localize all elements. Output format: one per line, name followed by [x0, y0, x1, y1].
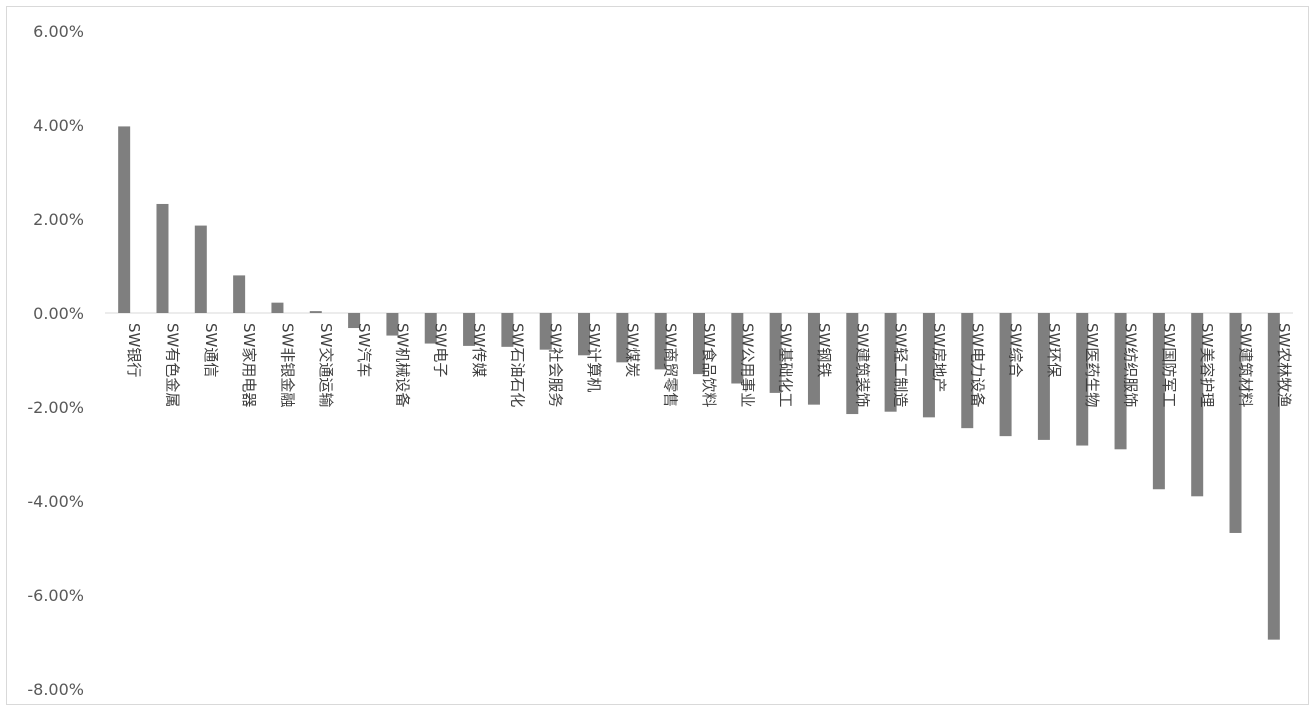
bars — [118, 126, 1280, 640]
category-label: SW综合 — [1007, 323, 1025, 377]
bar — [1229, 313, 1242, 533]
category-label: SW煤炭 — [623, 323, 641, 377]
category-labels: SW银行 SW有色金属 SW通信 SW家用电器 SW非银金融 SW交通运输 SW汽车 SW机械… — [125, 323, 1293, 407]
y-tick-label: -8.00% — [27, 680, 84, 699]
bar — [1037, 313, 1050, 440]
bar — [616, 313, 629, 363]
bar — [578, 313, 591, 356]
y-tick-label: 0.00% — [33, 304, 84, 323]
bar — [501, 313, 514, 347]
bar — [424, 313, 437, 344]
bar — [118, 126, 131, 313]
y-tick-label: 4.00% — [33, 116, 84, 135]
category-label: SW商贸零售 — [662, 323, 680, 407]
category-label: SW交通运输 — [317, 323, 335, 407]
category-label: SW电力设备 — [968, 323, 986, 407]
bar — [156, 203, 169, 313]
y-tick-label: -6.00% — [27, 586, 84, 605]
category-label: SW银行 — [125, 323, 143, 377]
bar — [846, 313, 859, 415]
bar — [999, 313, 1012, 437]
bar — [1114, 313, 1127, 450]
category-label: SW公用事业 — [738, 323, 756, 407]
category-label: SW传媒 — [470, 323, 488, 377]
y-tick-label: 2.00% — [33, 210, 84, 229]
category-label: SW钢铁 — [815, 323, 833, 377]
category-label: SW食品饮料 — [700, 323, 718, 407]
category-label: SW非银金融 — [278, 323, 296, 407]
category-label: SW汽车 — [355, 323, 373, 377]
bar — [922, 313, 935, 418]
bar — [309, 311, 322, 313]
category-label: SW环保 — [1045, 323, 1063, 377]
bar — [693, 313, 705, 375]
y-tick-label: 6.00% — [33, 22, 84, 41]
category-label: SW建筑装饰 — [853, 323, 871, 407]
category-label: SW有色金属 — [163, 323, 181, 407]
y-tick-label: -2.00% — [27, 398, 84, 417]
category-label: SW电子 — [432, 323, 450, 377]
bar — [271, 302, 284, 313]
category-label: SW轻工制造 — [892, 323, 910, 407]
category-label: SW通信 — [202, 323, 220, 377]
category-label: SW房地产 — [930, 323, 948, 392]
bar — [884, 313, 897, 412]
category-label: SW机械设备 — [393, 323, 411, 407]
bar — [654, 313, 667, 370]
bar — [463, 313, 476, 346]
y-tick-label: -4.00% — [27, 492, 84, 511]
bar — [348, 313, 361, 329]
bar — [1152, 313, 1165, 490]
category-label: SW农林牧渔 — [1275, 323, 1293, 407]
bar — [1076, 313, 1089, 446]
bar — [807, 313, 820, 405]
bar — [233, 275, 246, 313]
bar — [1267, 313, 1280, 640]
bar — [386, 313, 399, 336]
bar — [194, 225, 207, 313]
category-label: SW社会服务 — [547, 323, 565, 407]
category-label: SW计算机 — [585, 323, 603, 392]
bar — [769, 313, 782, 393]
category-label: SW美容护理 — [1198, 323, 1216, 407]
category-label: SW国防军工 — [1160, 323, 1178, 407]
y-axis-ticks: 6.00% 4.00% 2.00% 0.00% -2.00% -4.00% -6.00% -8… — [27, 22, 84, 699]
category-label: SW基础化工 — [777, 323, 795, 407]
category-label: SW家用电器 — [240, 323, 258, 407]
bar — [539, 313, 552, 350]
category-label: SW纺织服饰 — [1122, 323, 1140, 407]
bar — [1191, 313, 1204, 497]
category-label: SW医药生物 — [1083, 323, 1101, 407]
category-label: SW石油石化 — [508, 323, 526, 407]
category-label: SW建筑材料 — [1237, 323, 1255, 407]
bar — [961, 313, 974, 429]
bar — [731, 313, 744, 384]
